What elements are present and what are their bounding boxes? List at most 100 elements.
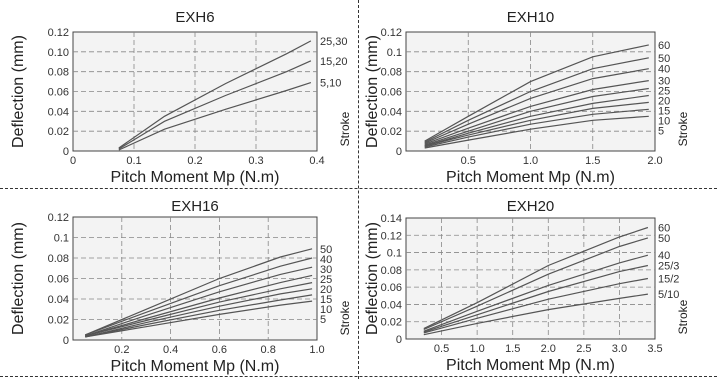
x-tick-label: 1.0 [309,344,324,356]
y-tick-label: 0.08 [48,67,69,79]
x-tick-label: 3.5 [647,343,662,355]
y-tick-label: 0 [63,146,69,158]
y-tick-label: 0.06 [48,274,69,286]
series-label: 5,10 [320,78,341,90]
y-tick-label: 0.12 [381,27,402,39]
x-tick-label: 0.5 [434,343,449,355]
y-tick-label: 0.12 [48,212,69,224]
y-tick-label: 0 [396,334,402,346]
y-tick-label: 0.08 [381,265,402,277]
series-line [424,80,649,145]
series-line [424,115,649,149]
stroke-axis-label: Stroke [676,111,690,146]
series-label: 20 [658,96,670,108]
x-tick-label: 1.0 [469,343,484,355]
series-label: 10 [658,116,670,128]
series-label: 15,20 [320,56,348,68]
y-tick-label: 0.04 [48,106,69,118]
x-tick-label: 0.1 [126,155,141,167]
chart-exh10: 0 0.02 0.04 0.06 0.08 0.1 0.12 0.5 1.0 1.5 2.0 EXH1… [364,9,690,186]
y-tick-label: 0.1 [387,248,402,260]
series-label: 40 [658,64,670,76]
y-tick-label: 0.06 [381,87,402,99]
series-line [84,257,313,336]
series-line [423,264,649,333]
chart-title: EXH20 [507,198,555,215]
y-tick-label: 0 [396,146,402,158]
y-tick-label: 0.02 [48,126,69,138]
x-tick-label: 2.5 [576,343,591,355]
y-tick-label: 0.06 [381,282,402,294]
series-label: 40 [320,254,332,266]
x-tick-label: 0.8 [261,344,276,356]
chart-title: EXH6 [175,9,214,26]
series-label: 25,30 [320,36,348,48]
series-label: 25 [320,274,332,286]
series-line [423,237,649,331]
series-label: 15/2 [658,274,679,286]
x-axis-label: Pitch Moment Mp (N.m) [446,169,615,186]
series-label: 40 [658,250,670,262]
series-label: 20 [320,284,332,296]
series-line [85,274,313,337]
series-label: 50 [658,233,670,245]
x-tick-label: 1.5 [585,155,600,167]
series-label: 15 [320,294,332,306]
series-line [423,226,649,330]
x-tick-label: 2.0 [541,343,556,355]
series-line [424,87,649,146]
series-label: 5/10 [658,289,679,301]
bottom-divider [0,376,717,377]
series-line [424,68,649,144]
chart-exh20: 0 0.02 0.04 0.06 0.08 0.1 0.12 0.14 0.5 1.0 1.5 2.0… [364,198,690,374]
series-label: 5 [658,126,664,138]
y-tick-label: 0.12 [381,230,402,242]
series-line [424,108,649,148]
x-tick-label: 0.5 [461,155,476,167]
x-tick-label: 0.2 [187,155,202,167]
series-label: 25/3 [658,261,679,273]
y-tick-label: 0.1 [54,233,69,245]
x-tick-label: 0.6 [212,344,227,356]
series-label: 50 [320,244,332,256]
chart-title: EXH16 [171,198,219,215]
x-tick-label: 0.4 [163,344,178,356]
series-label: 50 [658,53,670,65]
x-tick-label: 3.0 [612,343,627,355]
series-line [118,82,312,151]
series-line [84,248,313,336]
series-line [424,101,649,147]
y-tick-label: 0 [63,335,69,347]
y-tick-label: 0.02 [381,317,402,329]
x-tick-label: 2.0 [647,155,662,167]
y-tick-label: 0.02 [48,315,69,327]
y-tick-label: 0.06 [48,87,69,99]
y-tick-label: 0.04 [48,294,69,306]
series-label: 60 [658,223,670,235]
series-label: 60 [658,40,670,52]
chart-title: EXH10 [507,9,555,26]
x-axis-label: Pitch Moment Mp (N.m) [111,169,280,186]
series-label: 30 [658,76,670,88]
series-line [85,282,313,337]
series-line [424,57,649,143]
series-line [424,44,649,142]
x-axis-label: Pitch Moment Mp (N.m) [111,358,280,375]
x-axis-label: Pitch Moment Mp (N.m) [446,357,615,374]
x-tick-label: 0.3 [248,155,263,167]
series-label: 5 [320,314,326,326]
x-tick-label: 0.4 [309,155,324,167]
series-line [85,294,313,338]
series-line [423,293,648,336]
stroke-axis-label: Stroke [338,300,352,335]
x-tick-label: 1.5 [505,343,520,355]
y-axis-label: Deflection (mm) [364,222,381,335]
x-tick-label: 0.2 [114,344,129,356]
series-line [118,60,312,150]
series-label: 15 [658,106,670,118]
chart-exh6: 0 0.02 0.04 0.06 0.08 0.10 0.12 0 0.1 0.2 0.3 0.4 EX… [10,9,352,186]
y-tick-label: 0.1 [387,47,402,59]
y-tick-label: 0.10 [48,47,69,59]
series-line [85,266,313,337]
